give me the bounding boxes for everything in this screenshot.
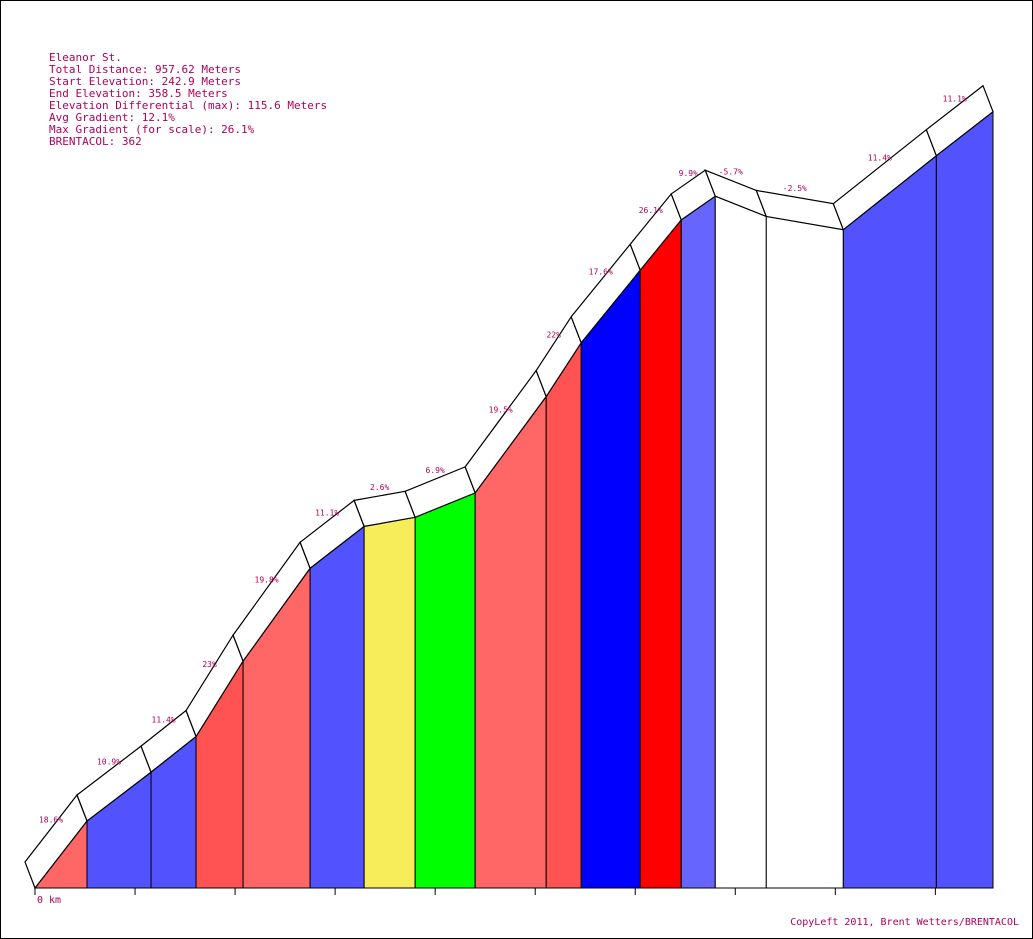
- gradient-label: 19.5%: [489, 406, 513, 415]
- road-band: [24, 84, 994, 890]
- gradient-label: 18.6%: [39, 815, 63, 824]
- elevation-differential: Elevation Differential (max): 115.6 Mete…: [49, 99, 327, 112]
- segment-fill: [714, 195, 767, 889]
- gradient-label: 17.6%: [589, 267, 613, 276]
- gradient-labels: 18.6% 10.9% 11.4% 23% 19.8% 11.1% 2.6% 6.9% 19.5…: [39, 95, 967, 825]
- segment-fill: [580, 268, 641, 889]
- gradient-label: 9.9%: [679, 169, 698, 178]
- gradient-label: 22%: [546, 331, 561, 340]
- gradient-label: 6.9%: [426, 466, 445, 475]
- total-distance: Total Distance: 957.62 Meters: [49, 63, 241, 76]
- gradient-label: -2.5%: [783, 184, 807, 193]
- max-gradient: Max Gradient (for scale): 26.1%: [49, 123, 255, 136]
- end-elevation: End Elevation: 358.5 Meters: [49, 87, 228, 100]
- gradient-label: 26.1%: [639, 206, 663, 215]
- start-elevation: Start Elevation: 242.9 Meters: [49, 75, 241, 88]
- segment-fill: [545, 341, 582, 889]
- segment-fill: [842, 154, 937, 889]
- gradient-label: 11.4%: [152, 715, 176, 724]
- segment-fill: [639, 218, 682, 889]
- segment-fills: [33, 110, 994, 889]
- avg-gradient: Avg Gradient: 12.1%: [49, 111, 175, 124]
- x-origin-label: 0 km: [37, 895, 61, 906]
- route-title: Eleanor St.: [49, 51, 122, 64]
- gradient-label: 10.9%: [97, 758, 121, 767]
- gradient-label: 23%: [202, 660, 217, 669]
- copyleft-footer: CopyLeft 2011, Brent Wetters/BRENTACOL: [790, 917, 1019, 928]
- segment-fill: [765, 215, 844, 889]
- segment-fill: [680, 195, 716, 889]
- road-segment: [925, 84, 994, 157]
- route-info-block: Eleanor St. Total Distance: 957.62 Meter…: [49, 51, 327, 148]
- gradient-label: 11.1%: [943, 95, 967, 104]
- segment-fill: [935, 110, 994, 889]
- gradient-label: 2.6%: [370, 483, 389, 492]
- segment-fill: [309, 525, 365, 889]
- segment-fill: [414, 492, 476, 889]
- x-axis: 0 km: [34, 887, 993, 906]
- brentacol-score: BRENTACOL: 362: [49, 135, 142, 148]
- gradient-label: 11.4%: [868, 154, 892, 163]
- gradient-label: -5.7%: [719, 167, 743, 176]
- gradient-label: 19.8%: [255, 576, 279, 585]
- gradient-label: 11.1%: [315, 508, 339, 517]
- segment-fill: [363, 516, 416, 889]
